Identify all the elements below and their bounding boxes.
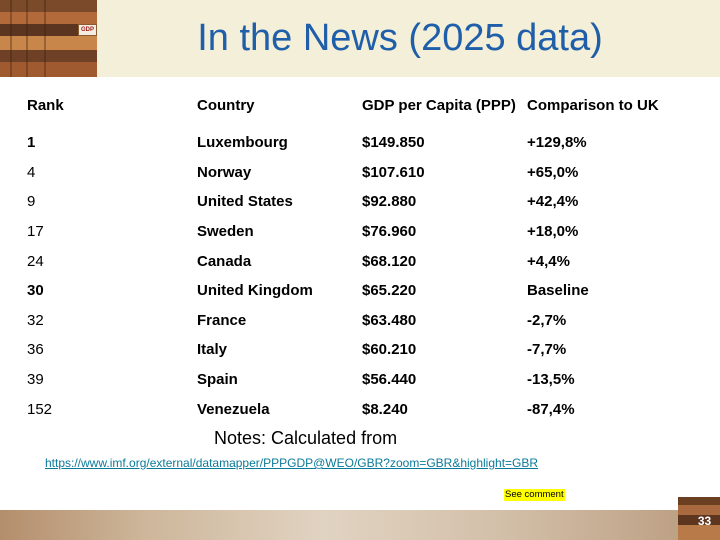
cell-gdp: $68.120 [362,252,417,270]
cell-rank: 4 [27,163,36,181]
footer-band [0,510,720,540]
cell-comparison: +4,4% [527,252,570,270]
cell-gdp: $149.850 [362,134,425,152]
cell-gdp: $8.240 [362,400,408,418]
table-header-row: Rank Country GDP per Capita (PPP) Compar… [22,84,697,128]
notes-text: Notes: Calculated from [214,428,398,448]
cell-rank: 39 [27,371,44,389]
table-row: 32 France $63.480 -2,7% [22,306,697,336]
table-row: 24 Canada $68.120 +4,4% [22,246,697,276]
cell-country: Canada [197,252,252,270]
bookstore-photo: GDP [0,0,97,77]
cell-gdp: $65.220 [362,282,417,300]
cell-gdp: $92.880 [362,193,417,211]
table-row: 39 Spain $56.440 -13,5% [22,365,697,395]
cell-comparison: Baseline [527,282,589,300]
cell-rank: 24 [27,252,44,270]
cell-country: Spain [197,371,238,389]
cell-rank: 30 [27,282,44,300]
table-row: 1 Luxembourg $149.850 +129,8% [22,128,697,158]
cell-country: Venezuela [197,400,270,418]
header-country: Country [197,97,255,114]
table-row: 36 Italy $60.210 -7,7% [22,335,697,365]
cell-comparison: +42,4% [527,193,579,211]
cell-comparison: -2,7% [527,311,567,329]
cell-gdp: $76.960 [362,223,417,241]
cell-comparison: -87,4% [527,400,575,418]
cell-comparison: -13,5% [527,371,575,389]
cell-rank: 152 [27,400,53,418]
cell-comparison: +65,0% [527,163,579,181]
page-number: 33 [697,514,712,528]
comment-tag[interactable]: See comment [504,489,565,501]
slide-title: In the News (2025 data) [197,17,603,59]
cell-gdp: $56.440 [362,371,417,389]
cell-country: Sweden [197,223,254,241]
table-row: 9 United States $92.880 +42,4% [22,187,697,217]
cell-country: Italy [197,341,228,359]
table-row: 17 Sweden $76.960 +18,0% [22,217,697,247]
cell-country: United Kingdom [197,282,313,300]
cell-comparison: -7,7% [527,341,567,359]
table-row: 4 Norway $107.610 +65,0% [22,158,697,188]
cell-comparison: +18,0% [527,223,579,241]
header-rank: Rank [27,97,64,114]
table-body: 1 Luxembourg $149.850 +129,8% 4 Norway $107.61… [22,128,697,424]
cell-rank: 17 [27,223,44,241]
table-row: 30 United Kingdom $65.220 Baseline [22,276,697,306]
footer-photo [678,497,720,540]
cell-country: United States [197,193,293,211]
cell-rank: 1 [27,134,36,152]
cell-country: Norway [197,163,252,181]
cell-country: France [197,311,247,329]
cell-rank: 9 [27,193,36,211]
header-comparison: Comparison to UK [527,97,659,114]
header-band: GDP [0,0,720,77]
source-link[interactable]: https://www.imf.org/external/datamapper/… [45,456,539,470]
cell-rank: 32 [27,311,44,329]
cell-gdp: $107.610 [362,163,425,181]
table-row: 152 Venezuela $8.240 -87,4% [22,394,697,424]
cell-rank: 36 [27,341,44,359]
cell-comparison: +129,8% [527,134,587,152]
gdp-sign: GDP [78,24,97,36]
cell-gdp: $60.210 [362,341,417,359]
header-gdp: GDP per Capita (PPP) [362,97,516,114]
cell-gdp: $63.480 [362,311,417,329]
gdp-table: Rank Country GDP per Capita (PPP) Compar… [22,84,697,424]
cell-country: Luxembourg [197,134,288,152]
